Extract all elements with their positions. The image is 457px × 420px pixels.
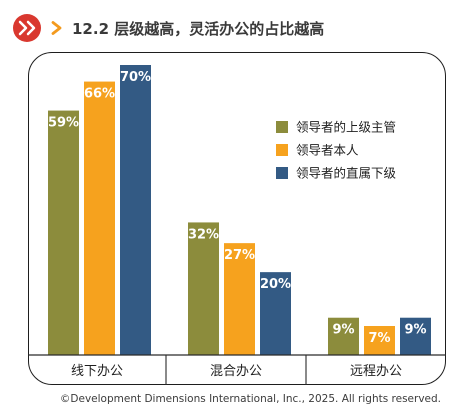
legend-label-2: 领导者本人 — [296, 143, 359, 158]
data-label-3-3: 9% — [404, 323, 426, 338]
header: 12.2 层级越高，灵活办公的占比越高 — [12, 10, 324, 46]
data-label-3-2: 7% — [368, 331, 390, 346]
bar-1-2 — [84, 81, 115, 356]
bar-3-2 — [364, 326, 395, 355]
ddi-logo-icon — [13, 14, 41, 42]
bar-3-3 — [400, 317, 431, 355]
bars-layer — [48, 65, 431, 356]
bar-3-1 — [328, 317, 359, 355]
legend-label-1: 领导者的上级主管 — [296, 120, 396, 135]
data-label-1-1: 59% — [48, 116, 79, 131]
copyright-footer: ©Development Dimensions International, I… — [59, 393, 441, 405]
page-title: 12.2 层级越高，灵活办公的占比越高 — [72, 19, 325, 38]
category-label-2: 混合办公 — [210, 364, 262, 379]
bar-1-3 — [120, 65, 151, 355]
category-label-3: 远程办公 — [350, 364, 402, 379]
category-label-1: 线下办公 — [71, 364, 123, 379]
data-label-2-1: 32% — [188, 227, 219, 242]
data-label-3-1: 9% — [332, 323, 354, 338]
data-label-2-3: 20% — [260, 277, 291, 292]
bar-2-2 — [224, 243, 255, 355]
bar-2-1 — [188, 222, 219, 355]
legend-swatch-2 — [276, 144, 288, 156]
legend-swatch-1 — [276, 121, 288, 133]
legend-swatch-3 — [276, 167, 288, 179]
axis-layer: 线下办公 混合办公 远程办公 — [28, 354, 446, 385]
bar-1-1 — [48, 110, 79, 355]
legend-label-3: 领导者的直属下级 — [296, 166, 397, 181]
labels-layer: 59% 66% 70% 32% 27% 20% 9% 7% 9% — [48, 70, 427, 346]
data-label-1-2: 66% — [84, 87, 115, 102]
data-label-2-2: 27% — [224, 248, 255, 263]
bar-2-3 — [260, 272, 291, 355]
chevron-right-icon — [51, 21, 62, 35]
data-label-1-3: 70% — [120, 70, 151, 85]
